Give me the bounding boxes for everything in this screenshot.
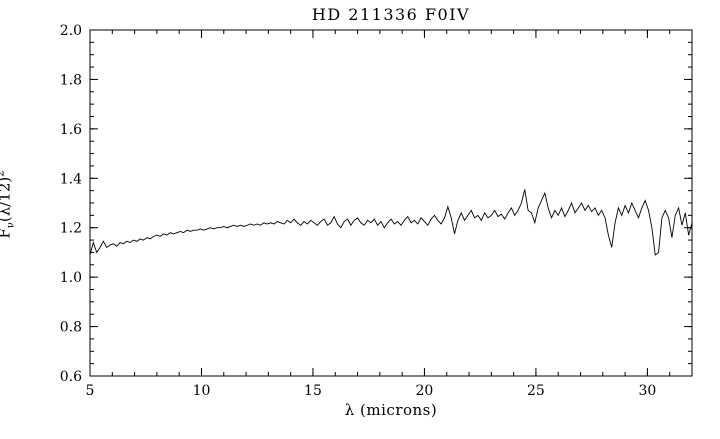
y-tick-label: 1.2	[60, 221, 82, 237]
y-tick-label: 0.8	[60, 320, 82, 336]
x-tick-label: 10	[193, 383, 211, 399]
y-tick-label: 0.6	[60, 369, 82, 385]
x-axis-label: λ (microns)	[344, 401, 438, 419]
y-tick-label: 1.0	[60, 270, 82, 286]
x-tick-label: 5	[86, 383, 95, 399]
y-tick-label: 2.0	[60, 23, 82, 39]
axes-box	[89, 29, 693, 377]
y-tick-label: 1.8	[60, 72, 82, 88]
x-tick-label: 15	[304, 383, 322, 399]
x-tick-label: 30	[638, 383, 656, 399]
spectrum-line	[89, 189, 693, 256]
plot-title: HD 211336 F0IV	[311, 5, 471, 24]
x-tick-label: 20	[416, 383, 434, 399]
x-tick-label: 25	[527, 383, 545, 399]
y-tick-label: 1.4	[60, 171, 82, 187]
y-tick-label: 1.6	[60, 122, 82, 138]
